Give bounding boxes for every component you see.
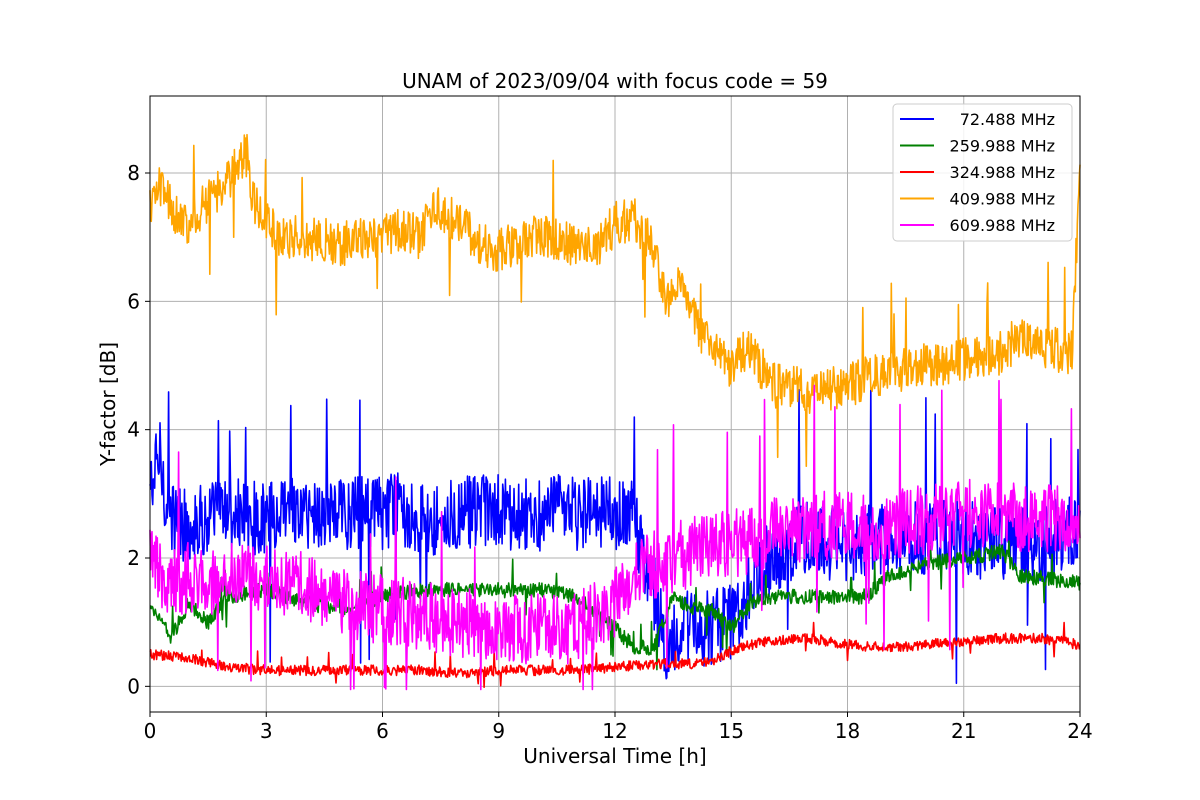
legend: 72.488 MHz 259.988 MHz 324.988 MHz 409.988 …: [892, 103, 1073, 242]
legend-label: 409.988 MHz: [950, 190, 1055, 209]
series-layer: [149, 133, 1081, 691]
x-tick-label: 18: [835, 719, 860, 743]
x-tick-label: 15: [719, 719, 744, 743]
legend-frame: [892, 103, 1073, 242]
y-tick-label: 0: [127, 674, 140, 698]
x-tick-label: 6: [376, 719, 389, 743]
y-axis-label: Y-factor [dB]: [96, 342, 120, 467]
y-tick-label: 2: [127, 546, 140, 570]
x-tick-label: 9: [492, 719, 505, 743]
y-tick-label: 4: [127, 418, 140, 442]
x-tick-label: 21: [951, 719, 976, 743]
legend-label: 259.988 MHz: [950, 137, 1055, 156]
y-tick-label: 8: [127, 161, 140, 185]
legend-label: 324.988 MHz: [950, 163, 1055, 182]
series-line: [149, 621, 1081, 688]
legend-label: 72.488 MHz: [960, 110, 1055, 129]
x-tick-label: 24: [1067, 719, 1092, 743]
series-line: [149, 379, 1081, 691]
y-tick-label: 6: [127, 289, 140, 313]
x-tick-label: 0: [144, 719, 157, 743]
legend-label: 609.988 MHz: [950, 216, 1055, 235]
x-tick-label: 3: [260, 719, 273, 743]
chart-title: UNAM of 2023/09/04 with focus code = 59: [402, 69, 828, 93]
x-tick-label: 12: [602, 719, 627, 743]
x-axis-label: Universal Time [h]: [523, 744, 706, 768]
series-line: [149, 133, 1081, 467]
